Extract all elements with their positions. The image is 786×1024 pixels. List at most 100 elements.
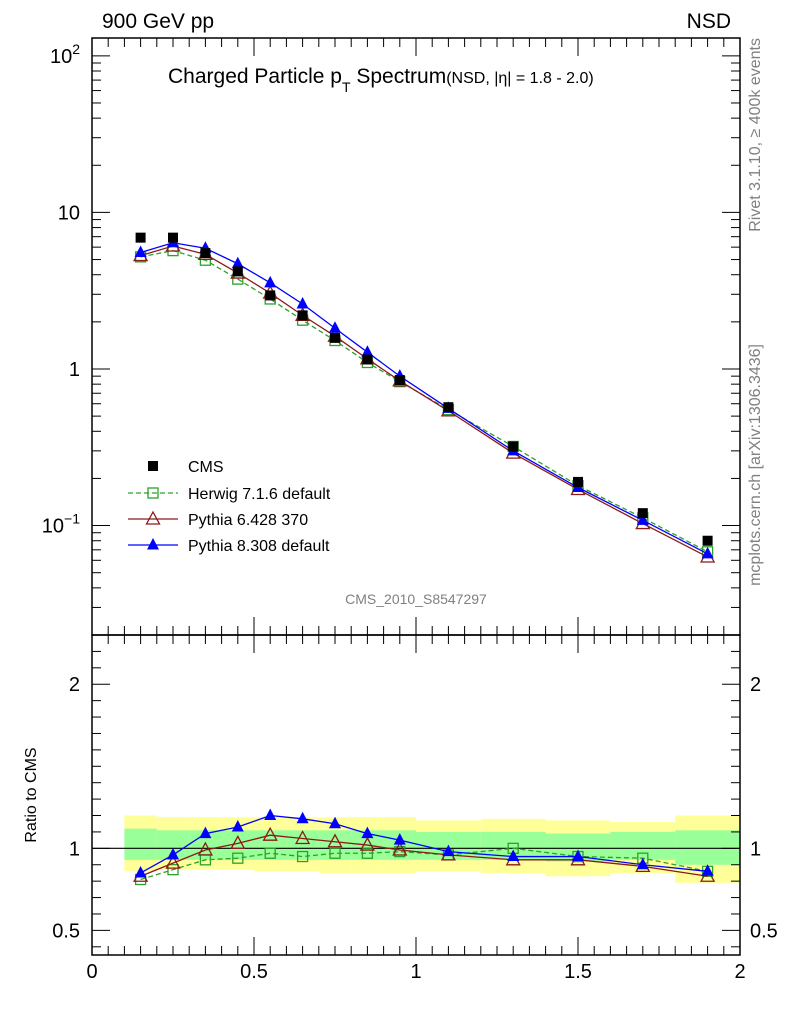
- point-cms: [443, 402, 454, 413]
- ratio-y-tick-label: 1: [69, 838, 80, 860]
- point-cms: [508, 441, 519, 452]
- ratio-point-pythia-8-308-default: [507, 849, 520, 862]
- ratio-point-pythia-8-308-default: [264, 808, 277, 821]
- ratio-point-herwig-7-1-6-default: [264, 847, 276, 859]
- x-tick-label: 0: [86, 961, 97, 983]
- chart-title-main: Charged Particle p: [168, 65, 342, 88]
- point-cms: [297, 310, 308, 321]
- ratio-point-pythia-6-428-370: [197, 841, 213, 856]
- point-cms: [702, 535, 713, 546]
- ratio-point-pythia-8-308-default: [296, 811, 309, 824]
- ratio-point-pythia-8-308-default: [199, 826, 212, 839]
- main-axis-ticks: [91, 38, 741, 636]
- main-plot-area: [133, 232, 716, 563]
- ratio-y-axis-label: Ratio to CMS: [23, 747, 40, 842]
- chart-title: Charged Particle pT Spectrum(NSD, |η| = …: [168, 65, 594, 95]
- line-pythia-8-308-default: [140, 242, 708, 555]
- ratio-point-pythia-8-308-default: [231, 820, 244, 832]
- point-pythia-8-308-default: [231, 256, 244, 269]
- legend-marker-pythia-6-428-370: [145, 510, 161, 525]
- legend-marker-herwig-7-1-6-default: [147, 487, 159, 499]
- legend-marker-cms: [148, 461, 158, 471]
- ratio-y-tick-label-right: 0.5: [750, 920, 778, 942]
- ratio-line-pythia-6-428-370: [140, 834, 708, 877]
- point-cms: [232, 266, 243, 277]
- line-herwig-7-1-6-default: [140, 249, 708, 553]
- point-cms: [135, 232, 146, 243]
- ratio-point-pythia-8-308-default: [701, 864, 714, 876]
- point-pythia-8-308-default: [701, 546, 714, 559]
- ratio-y-tick-label: 0.5: [52, 920, 80, 942]
- point-pythia-8-308-default: [636, 513, 649, 525]
- point-cms: [362, 354, 373, 365]
- point-cms: [637, 508, 648, 519]
- legend: CMS Herwig 7.1.6 default Pythia 6.428 370 P…: [128, 459, 331, 555]
- ratio-series-pythia-8-308-default: [134, 808, 714, 878]
- band-inner: [124, 828, 157, 860]
- point-cms: [394, 375, 405, 386]
- ratio-tick-labels: 0.5 0.5 1 1 2 2 0 0.5 1 1.5 2: [52, 674, 778, 983]
- ratio-point-pythia-8-308-default: [636, 857, 649, 870]
- y-tick-label: 10−1: [42, 511, 80, 538]
- legend-label: Herwig 7.1.6 default: [188, 486, 331, 503]
- ratio-point-herwig-7-1-6-default: [167, 864, 179, 876]
- legend-label: Pythia 8.308 default: [188, 538, 330, 555]
- ratio-y-tick-label: 2: [69, 674, 80, 696]
- ratio-panel-frame: [91, 634, 741, 956]
- process-label: NSD: [687, 10, 731, 33]
- ratio-point-pythia-6-428-370: [165, 854, 181, 869]
- ratio-point-pythia-6-428-370: [230, 835, 246, 850]
- ratio-point-pythia-8-308-default: [134, 865, 147, 878]
- legend-item-cms: CMS: [148, 459, 224, 476]
- legend-label: CMS: [188, 459, 224, 476]
- main-y-tick-labels: 102 10 1 10−1: [42, 41, 80, 538]
- legend-item-herwig-7-1-6-default: Herwig 7.1.6 default: [128, 486, 331, 503]
- series-cms: [135, 232, 713, 546]
- ratio-panel: 0.5 0.5 1 1 2 2 0 0.5 1 1.5 2 Ratio to CMS: [23, 634, 778, 983]
- ratio-point-herwig-7-1-6-default: [329, 847, 341, 859]
- chart-title-tail: Spectrum: [356, 65, 446, 88]
- ratio-point-pythia-8-308-default: [361, 826, 374, 839]
- ratio-point-pythia-6-428-370: [295, 830, 311, 845]
- band-inner: [610, 831, 676, 860]
- point-cms: [200, 248, 211, 259]
- band-inner: [675, 830, 740, 865]
- chart-title-extra: (NSD, |η| = 1.8 - 2.0): [446, 70, 593, 87]
- uncertainty-bands: [124, 815, 740, 883]
- legend-item-pythia-8-308-default: Pythia 8.308 default: [128, 538, 330, 555]
- ratio-point-pythia-6-428-370: [262, 826, 278, 841]
- ratio-y-tick-label-right: 2: [750, 674, 761, 696]
- point-pythia-8-308-default: [361, 345, 374, 357]
- ratio-axis-ticks: [91, 635, 741, 955]
- x-tick-label: 1.5: [564, 961, 592, 983]
- x-tick-label: 0.5: [240, 961, 268, 983]
- legend-marker-pythia-8-308-default: [147, 538, 159, 550]
- analysis-id: CMS_2010_S8547297: [345, 591, 487, 607]
- mcplots-label: mcplots.cern.ch [arXiv:1306.3436]: [747, 344, 764, 586]
- point-pythia-8-308-default: [264, 275, 277, 288]
- ratio-point-pythia-6-428-370: [359, 836, 375, 851]
- chart-title-sub: T: [342, 79, 351, 95]
- x-tick-label: 2: [734, 961, 745, 983]
- ratio-point-pythia-8-308-default: [442, 844, 455, 857]
- ratio-point-pythia-6-428-370: [327, 833, 343, 848]
- ratio-point-pythia-6-428-370: [392, 841, 408, 856]
- point-cms: [573, 476, 583, 487]
- y-tick-label: 102: [50, 41, 80, 68]
- ratio-point-pythia-8-308-default: [393, 833, 406, 845]
- ratio-point-pythia-8-308-default: [329, 816, 341, 829]
- ratio-point-herwig-7-1-6-default: [296, 850, 309, 863]
- ratio-point-pythia-8-308-default: [167, 847, 179, 860]
- x-tick-label: 1: [410, 961, 421, 983]
- ratio-point-herwig-7-1-6-default: [361, 847, 374, 859]
- point-pythia-8-308-default: [134, 245, 147, 257]
- ratio-point-herwig-7-1-6-default: [232, 852, 244, 864]
- legend-label: Pythia 6.428 370: [188, 512, 308, 529]
- point-cms: [265, 290, 276, 301]
- point-cms: [330, 332, 340, 343]
- legend-item-pythia-6-428-370: Pythia 6.428 370: [128, 510, 308, 529]
- ratio-point-pythia-8-308-default: [572, 849, 584, 862]
- energy-label: 900 GeV pp: [102, 10, 214, 33]
- y-tick-label: 1: [69, 359, 80, 381]
